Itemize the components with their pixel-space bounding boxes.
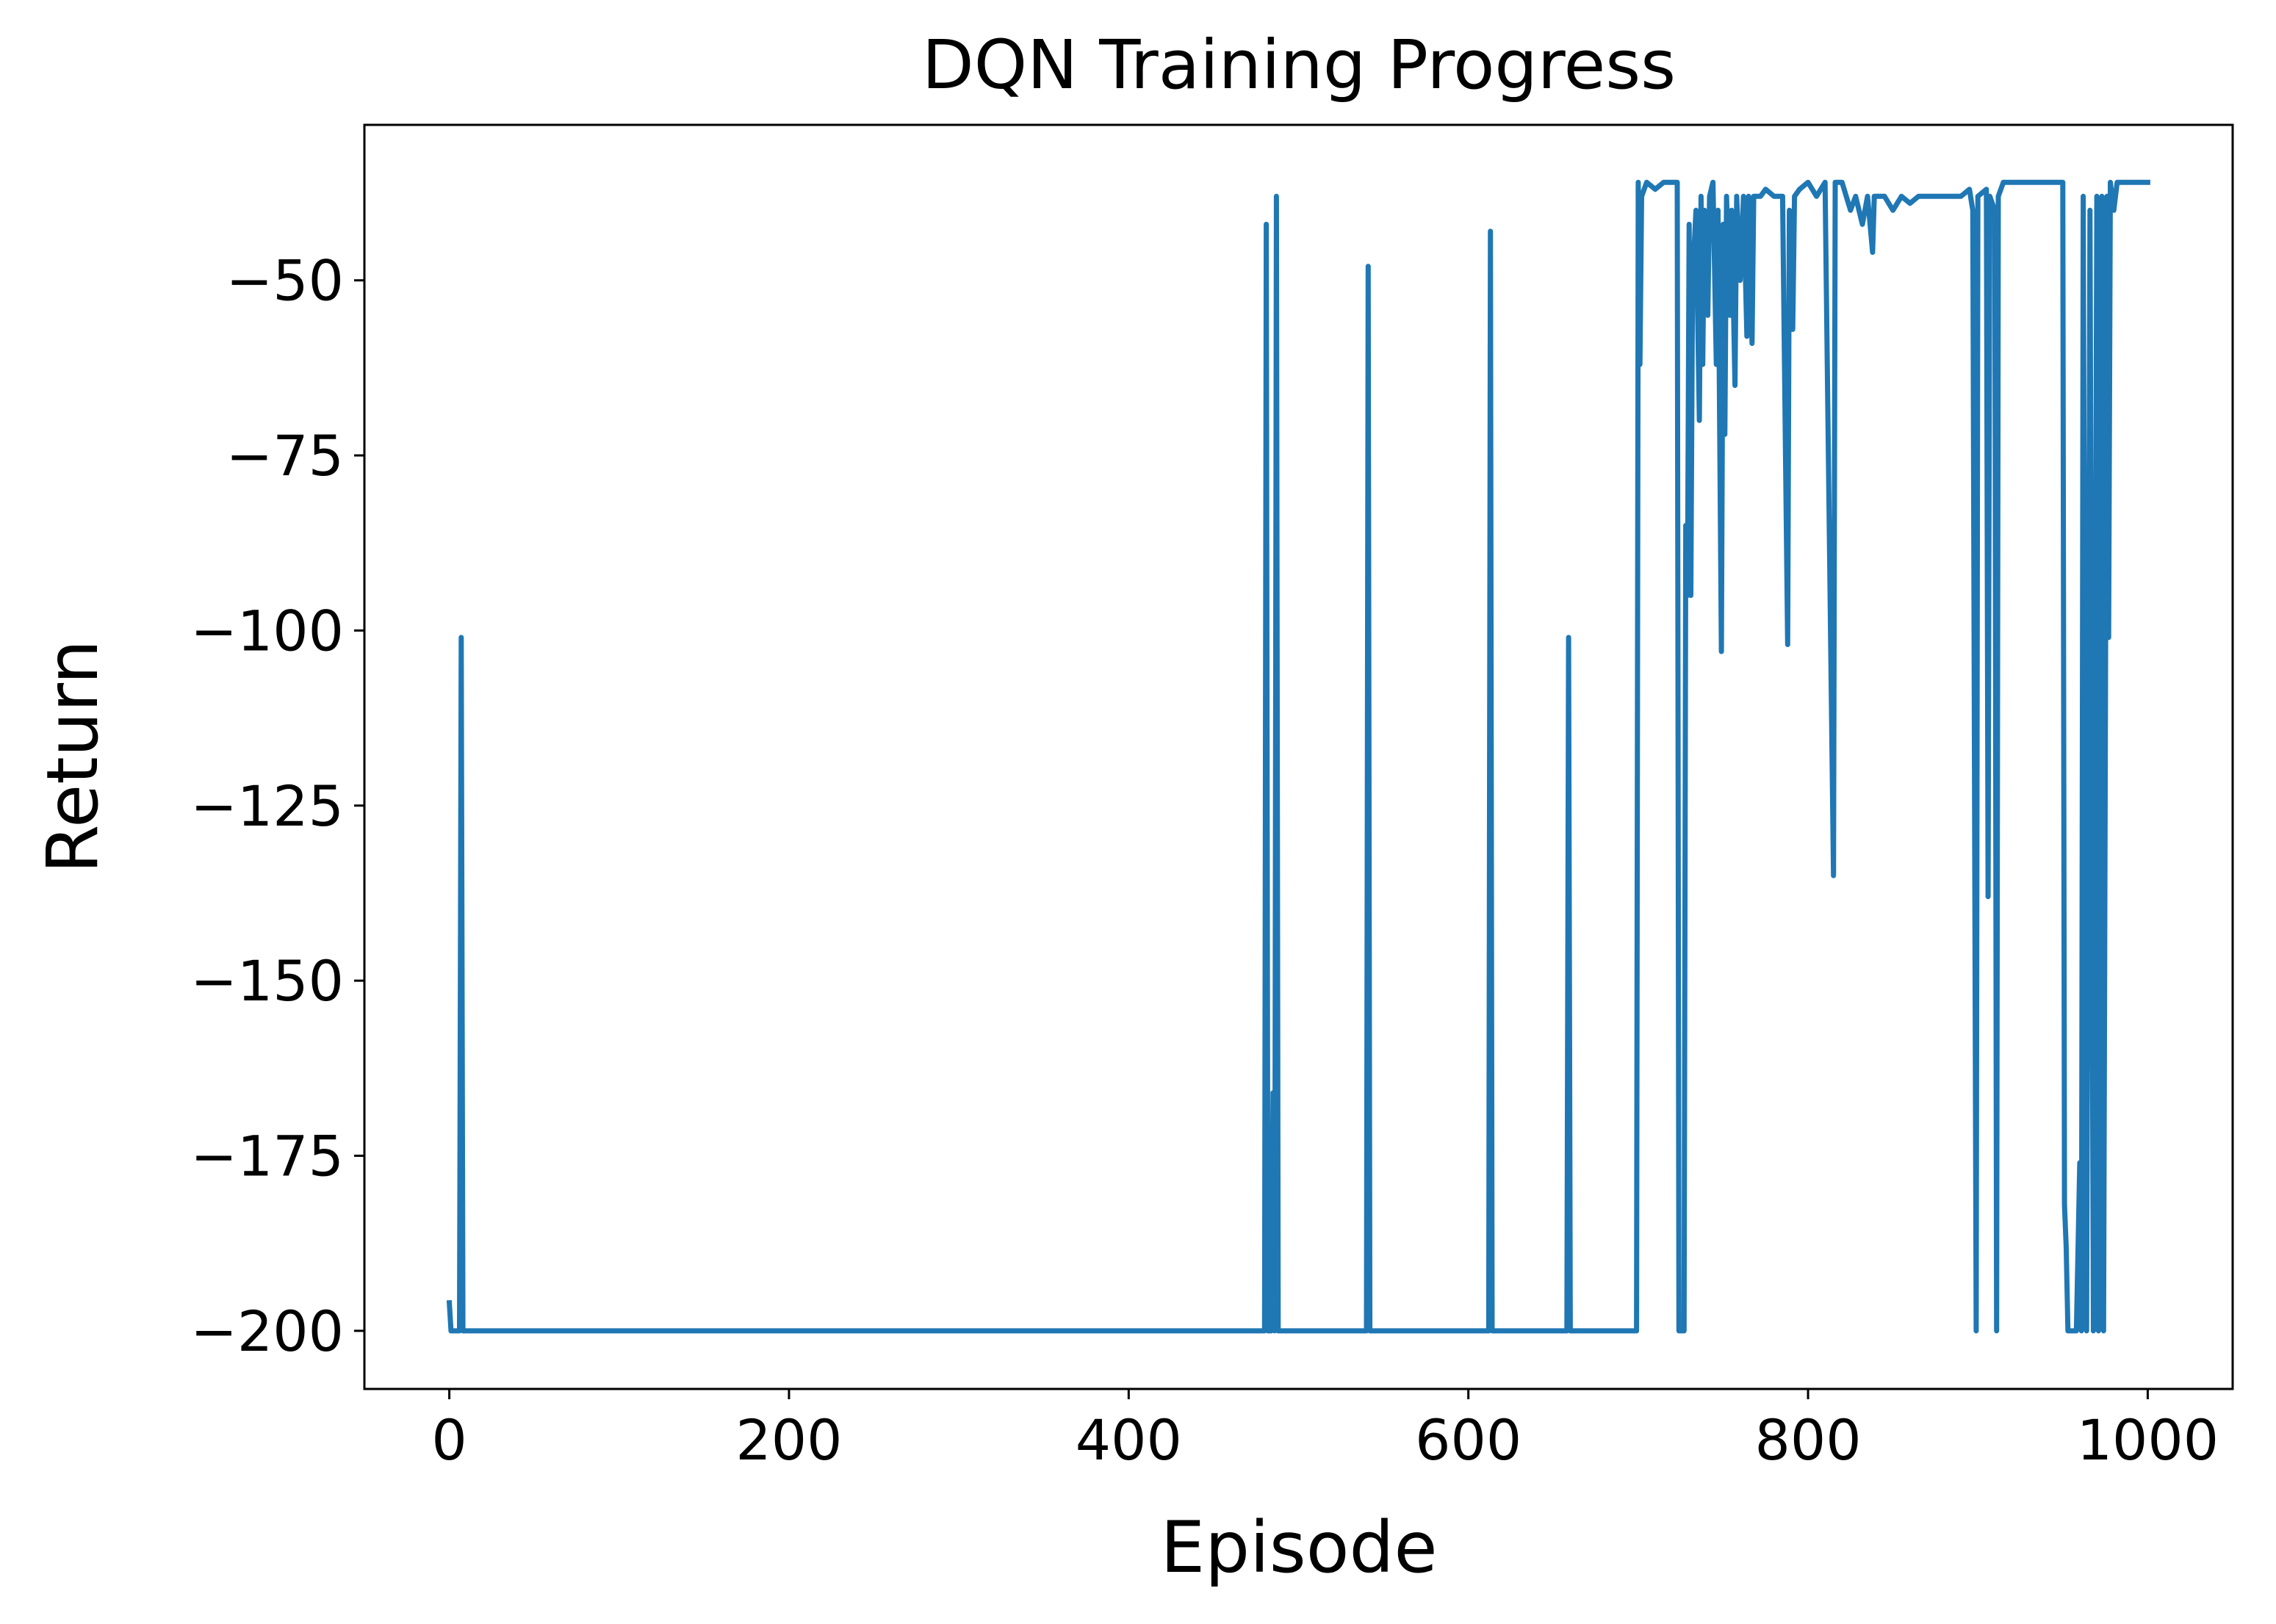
y-tick-label: −50: [226, 248, 344, 314]
data-line: [446, 179, 2150, 1334]
x-tick-label: 800: [1755, 1407, 1862, 1473]
x-axis-label: Episode: [1160, 1506, 1437, 1589]
x-tick-label: 200: [735, 1407, 842, 1473]
x-tick-label: 0: [431, 1407, 467, 1473]
chart-title: DQN Training Progress: [922, 26, 1676, 104]
x-tick-label: 1000: [2077, 1407, 2219, 1473]
y-tick-label: −200: [190, 1299, 344, 1364]
plot-frame: [363, 123, 2234, 1390]
y-tick-label: −150: [190, 948, 344, 1014]
y-tick-label: −75: [226, 423, 344, 488]
y-tick-label: −100: [190, 598, 344, 663]
x-tick-label: 600: [1415, 1407, 1521, 1473]
y-axis-label: Return: [32, 640, 114, 874]
x-tick-label: 400: [1076, 1407, 1182, 1473]
y-tick-label: −125: [190, 773, 344, 839]
y-tick-label: −175: [190, 1123, 344, 1188]
